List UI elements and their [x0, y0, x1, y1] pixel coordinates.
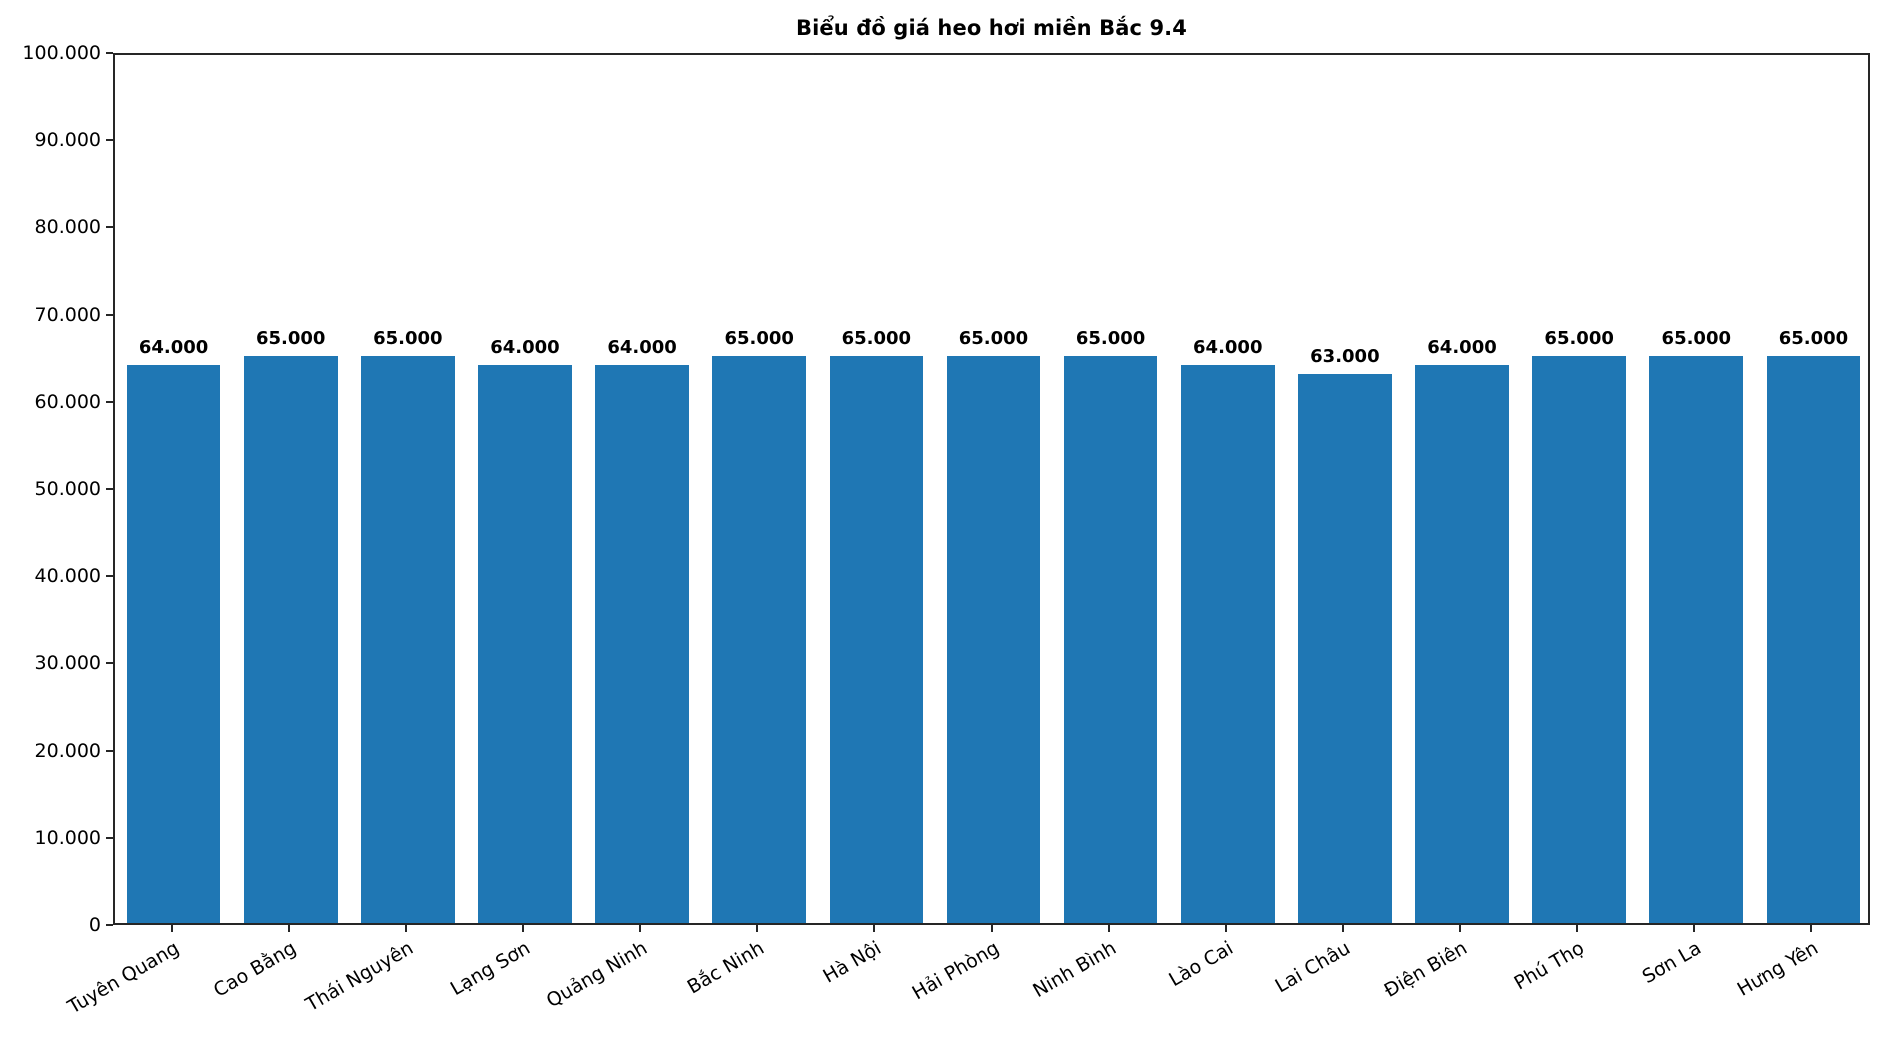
y-axis-tick-label: 10.000: [34, 826, 101, 849]
y-axis-tick-label: 0: [88, 914, 101, 936]
bar[interactable]: [1766, 356, 1861, 923]
y-axis-tick-label: 80.000: [34, 216, 101, 239]
bar-group[interactable]: 65.000: [360, 51, 455, 923]
y-axis-tick-label: 60.000: [34, 390, 101, 413]
bar[interactable]: [1415, 364, 1509, 923]
y-axis-tick-mark: [106, 836, 113, 839]
bar-value-label: 65.000: [841, 328, 912, 350]
bar[interactable]: [1649, 356, 1744, 923]
x-axis-tick-mark: [1107, 925, 1110, 932]
y-axis-tick-label: 40.000: [34, 565, 101, 588]
y-axis-tick-mark: [106, 749, 113, 752]
x-axis-tick-mark: [404, 925, 407, 932]
y-axis-tick-mark: [106, 313, 113, 316]
x-axis-tick-mark: [1576, 925, 1579, 932]
bar[interactable]: [712, 356, 807, 923]
x-axis-tick-mark: [756, 925, 759, 932]
y-axis-tick-mark: [106, 662, 113, 665]
x-axis-tick-mark: [1341, 925, 1344, 932]
x-axis-tick-mark: [639, 925, 642, 932]
x-axis-tick-mark: [287, 925, 290, 932]
bar-group[interactable]: 65.000: [829, 51, 924, 923]
y-axis-tick-label: 90.000: [34, 129, 101, 152]
bar-group[interactable]: 65.000: [1532, 51, 1627, 923]
bar-group[interactable]: 65.000: [1766, 51, 1861, 923]
x-axis-tick-mark: [1224, 925, 1227, 932]
bar-value-label: 65.000: [1075, 328, 1146, 350]
bar-value-label: 65.000: [958, 328, 1029, 350]
y-axis-tick-mark: [106, 52, 113, 54]
bar-group[interactable]: 65.000: [1649, 51, 1744, 923]
bar[interactable]: [126, 364, 221, 923]
bar-group[interactable]: 65.000: [243, 51, 338, 923]
bar-value-label: 65.000: [1544, 328, 1614, 350]
x-axis-tick-mark: [170, 925, 173, 932]
chart-title: Biểu đồ giá heo hơi miền Bắc 9.4: [796, 16, 1187, 40]
bar[interactable]: [1063, 356, 1158, 923]
bar-value-label: 64.000: [1193, 336, 1263, 358]
bar-group[interactable]: 64.000: [478, 51, 572, 923]
bar-group[interactable]: 64.000: [1415, 51, 1509, 923]
x-axis-tick-mark: [521, 925, 524, 932]
y-axis-tick-label: 70.000: [34, 303, 101, 326]
bar[interactable]: [595, 364, 689, 923]
y-axis-tick-mark: [106, 924, 113, 926]
bar[interactable]: [478, 364, 572, 923]
bar[interactable]: [243, 356, 338, 923]
bar-value-label: 63.000: [1310, 345, 1380, 367]
bar[interactable]: [1298, 373, 1392, 923]
y-axis-tick-label: 100.000: [22, 42, 101, 64]
bars-layer: 64.000 65.000 65.000 64.000 64.000 65.000 65.0…: [115, 55, 1868, 923]
x-axis-tick-mark: [1459, 925, 1462, 932]
bar-value-label: 65.000: [373, 328, 443, 350]
bar-group[interactable]: 65.000: [1063, 51, 1158, 923]
plot-area: 64.000 65.000 65.000 64.000 64.000 65.000 65.0…: [113, 53, 1870, 925]
y-axis-tick-label: 50.000: [34, 478, 101, 500]
y-axis-tick-mark: [106, 226, 113, 229]
x-axis-tick-mark: [1810, 925, 1813, 932]
bar-value-label: 65.000: [1778, 328, 1849, 350]
bar[interactable]: [1180, 364, 1275, 923]
bar-group[interactable]: 65.000: [712, 51, 807, 923]
bar[interactable]: [1532, 356, 1627, 923]
bar-group[interactable]: 63.000: [1298, 51, 1392, 923]
bar-value-label: 64.000: [607, 336, 677, 358]
bar-value-label: 64.000: [1427, 336, 1497, 358]
bar-group[interactable]: 64.000: [595, 51, 689, 923]
y-axis-tick-mark: [106, 400, 113, 403]
bar-group[interactable]: 65.000: [946, 51, 1041, 923]
y-axis-tick-mark: [106, 575, 113, 578]
bar-group[interactable]: 64.000: [126, 51, 221, 923]
bar-value-label: 65.000: [255, 328, 326, 350]
bar-value-label: 64.000: [490, 336, 560, 358]
bar[interactable]: [829, 356, 924, 923]
bar-value-label: 64.000: [138, 336, 209, 358]
bar-value-label: 65.000: [1661, 328, 1732, 350]
bar-value-label: 65.000: [724, 328, 794, 350]
y-axis-tick-label: 30.000: [34, 652, 101, 675]
bar[interactable]: [946, 356, 1041, 923]
x-axis-tick-mark: [990, 925, 993, 932]
x-axis-tick-mark: [873, 925, 876, 932]
bar-group[interactable]: 64.000: [1180, 51, 1275, 923]
y-axis-tick-mark: [106, 139, 113, 142]
y-axis-tick-mark: [106, 488, 113, 490]
x-axis-tick-mark: [1693, 925, 1696, 932]
bar[interactable]: [360, 356, 455, 923]
y-axis-tick-label: 20.000: [34, 739, 101, 762]
